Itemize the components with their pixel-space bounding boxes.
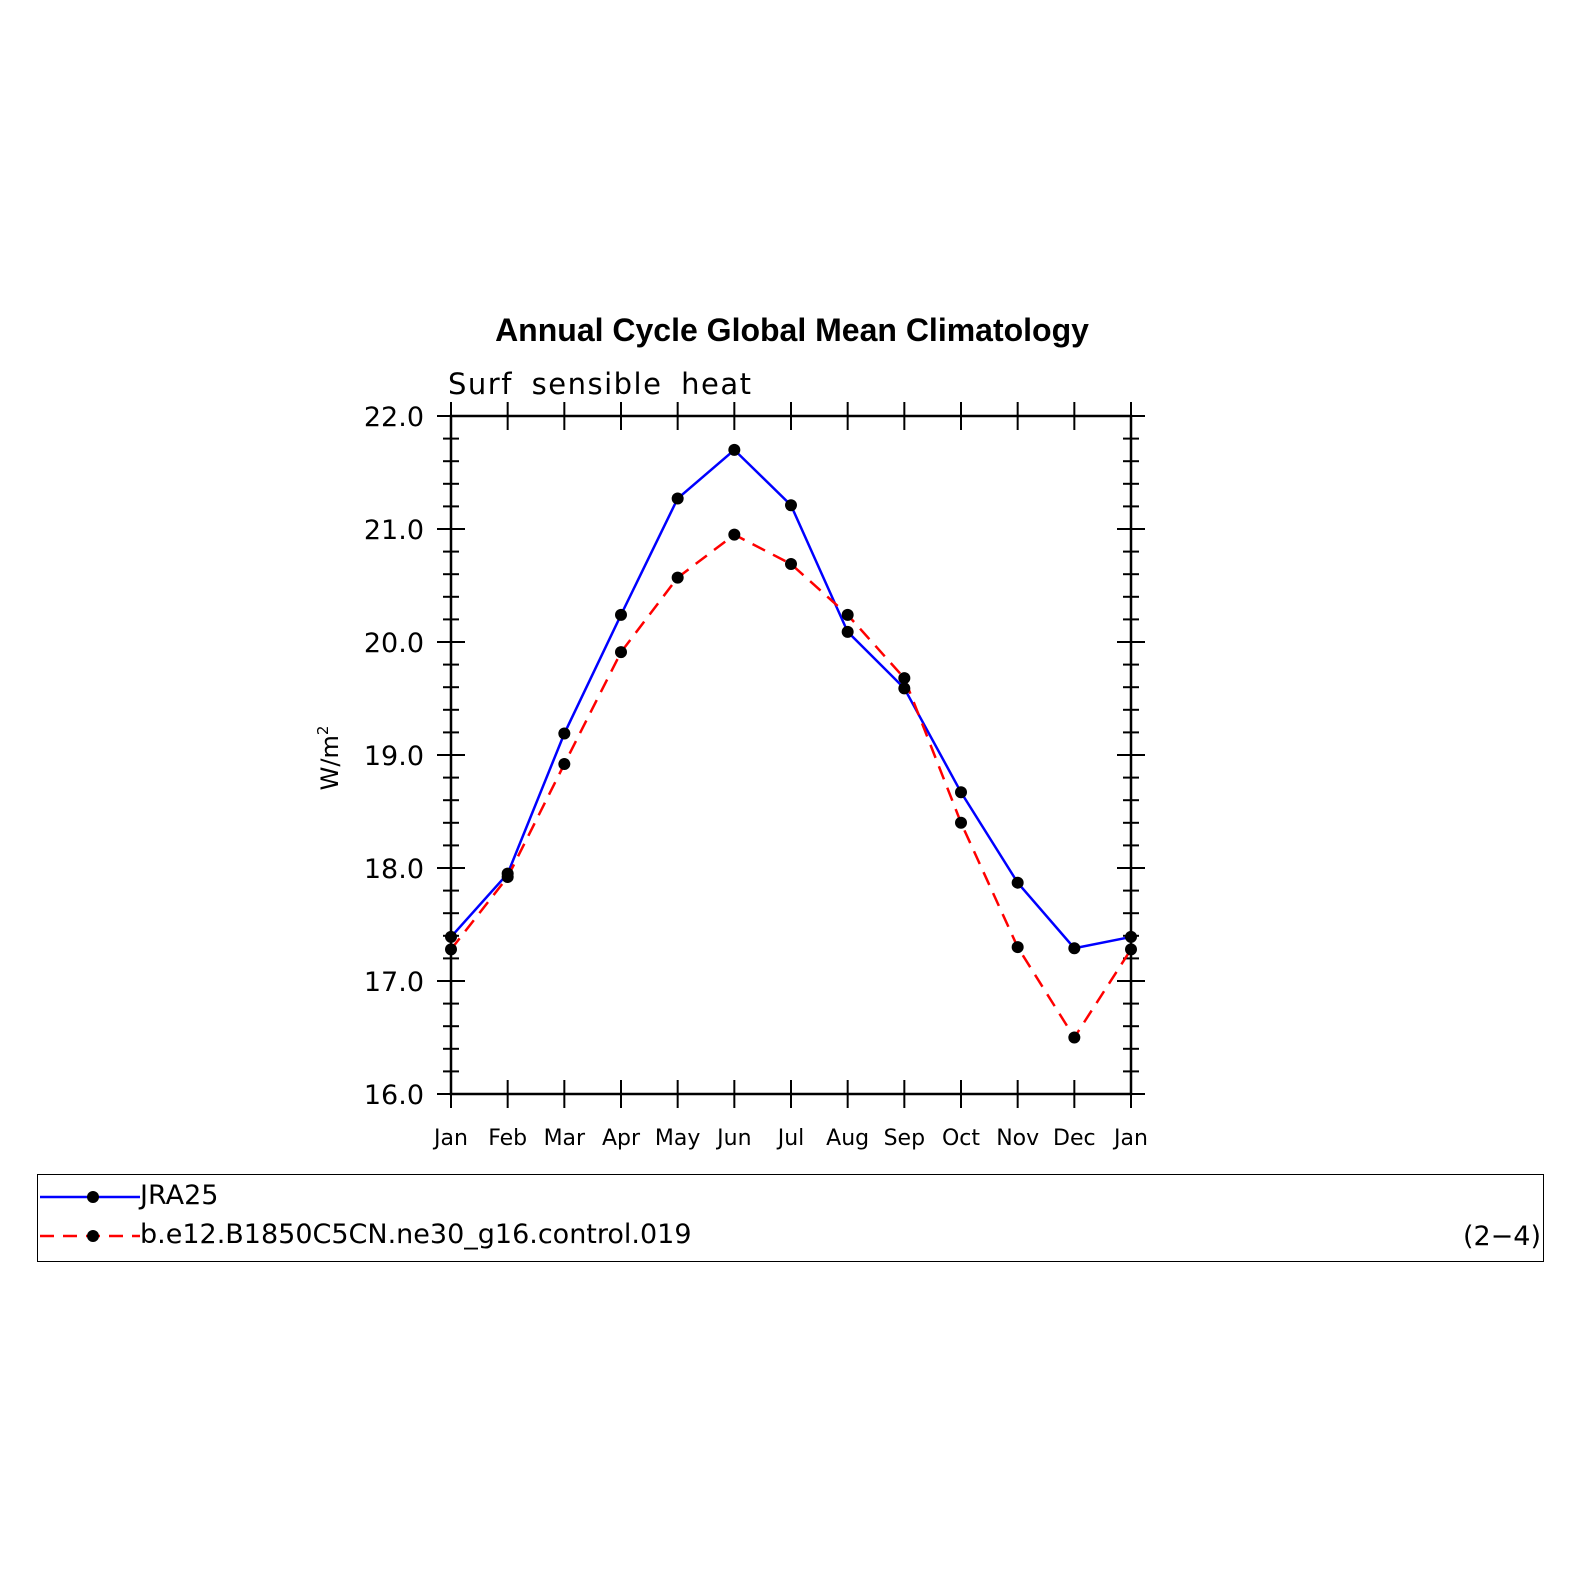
data-point-s2-9 — [955, 816, 967, 829]
legend-item-model: b.e12.B1850C5CN.ne30_g16.control.019 — [38, 1218, 1543, 1254]
y-tick-label: 20.0 — [364, 628, 424, 659]
data-point-s1-10 — [1011, 876, 1024, 889]
y-tick-label: 17.0 — [364, 967, 424, 998]
legend-swatch-dashed — [40, 1230, 140, 1242]
series-line-2 — [450, 533, 1133, 1040]
y-tick-label: 22.0 — [364, 402, 424, 433]
data-point-s2-5 — [728, 528, 741, 541]
panel-tag: (2−4) — [1462, 1221, 1541, 1252]
x-tick-label: Dec — [1053, 1126, 1096, 1151]
data-point-s1-9 — [955, 786, 967, 799]
data-point-s2-4 — [671, 571, 684, 584]
data-point-s1-6 — [785, 499, 797, 512]
data-point-s1-7 — [841, 625, 854, 638]
data-point-s2-10 — [1011, 941, 1024, 954]
x-tick-label: Feb — [488, 1126, 527, 1151]
legend-label-series-1: JRA25 — [140, 1180, 219, 1211]
data-point-s1-8 — [898, 682, 911, 695]
y-tick-label: 16.0 — [364, 1080, 424, 1111]
x-tick-label: Jun — [715, 1126, 751, 1151]
tick-labels: Jan Feb Mar Apr May Jun Jul Aug Sep Oct Nov Dec Jan 1… — [364, 402, 1148, 1151]
y-tick-label: 21.0 — [364, 515, 424, 546]
data-point-s2-6 — [785, 558, 797, 571]
data-point-s2-8 — [898, 672, 911, 685]
x-tick-label: Mar — [544, 1126, 586, 1151]
data-point-s2-7 — [841, 608, 854, 621]
x-tick-label: Jul — [776, 1126, 805, 1151]
y-tick-label: 19.0 — [364, 741, 424, 772]
data-point-s2-2 — [558, 758, 571, 771]
plot-frame — [449, 414, 1133, 1096]
legend-item-jra25: JRA25 — [38, 1179, 1543, 1215]
y-axis-label: W/m2 — [314, 726, 344, 791]
data-point-s1-5 — [728, 443, 741, 456]
chart-title: Annual Cycle Global Mean Climatology — [495, 312, 1089, 348]
legend-label-series-2: b.e12.B1850C5CN.ne30_g16.control.019 — [140, 1219, 692, 1250]
x-tick-label: Jan — [432, 1126, 468, 1151]
data-point-s2-3 — [615, 646, 627, 659]
x-tick-label: Sep — [884, 1126, 925, 1151]
data-point-s2-1 — [501, 871, 514, 884]
legend-swatch-solid — [40, 1191, 140, 1203]
legend: JRA25 b.e12.B1850C5CN.ne30_g16.control.0… — [37, 1174, 1544, 1262]
y-tick-label: 18.0 — [364, 854, 424, 885]
x-tick-label: Nov — [996, 1126, 1039, 1151]
data-point-s1-11 — [1068, 942, 1081, 955]
x-tick-label: May — [655, 1126, 700, 1151]
data-point-s1-2 — [558, 727, 571, 740]
data-point-s2-11 — [1068, 1031, 1081, 1044]
series-layer — [445, 443, 1137, 1044]
chart-subtitle: Surf sensible heat — [448, 367, 753, 401]
x-tick-label: Oct — [942, 1126, 980, 1151]
series-line-1 — [450, 448, 1132, 950]
data-point-s1-3 — [615, 608, 627, 621]
x-tick-label: Apr — [602, 1126, 641, 1151]
x-tick-label: Aug — [826, 1126, 869, 1151]
x-tick-label: Jan — [1112, 1126, 1148, 1151]
data-point-s1-4 — [671, 492, 684, 505]
